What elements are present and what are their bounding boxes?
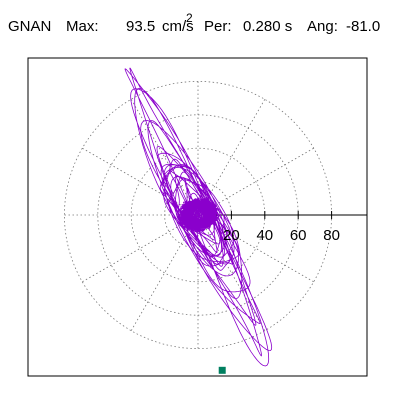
marker-layer	[218, 366, 226, 374]
max-label: Max:	[66, 18, 99, 35]
particle-motion-trace	[124, 67, 273, 367]
station-code: GNAN	[8, 18, 52, 35]
ring-label-20: 20	[223, 227, 240, 244]
plot-frame	[27, 57, 368, 377]
ring-label-60: 60	[290, 227, 307, 244]
max-unit: cm/s	[162, 18, 194, 35]
ring-label-80: 80	[323, 227, 340, 244]
angle-label: Ang:	[307, 18, 338, 35]
angle-value: -81.0	[346, 18, 381, 35]
period-value: 0.280 s	[243, 18, 293, 35]
max-unit-power: 2	[186, 11, 193, 25]
ring-labels: 20 40 60 80	[223, 227, 340, 244]
orbit-trace-line	[124, 67, 273, 367]
end-point-marker	[218, 366, 226, 374]
period-label: Per:	[204, 18, 232, 35]
ring-label-40: 40	[256, 227, 273, 244]
max-value: 93.5	[126, 18, 156, 35]
header: GNAN Max: 93.5 cm/s 2 Per: 0.280 s Ang: …	[0, 0, 400, 50]
